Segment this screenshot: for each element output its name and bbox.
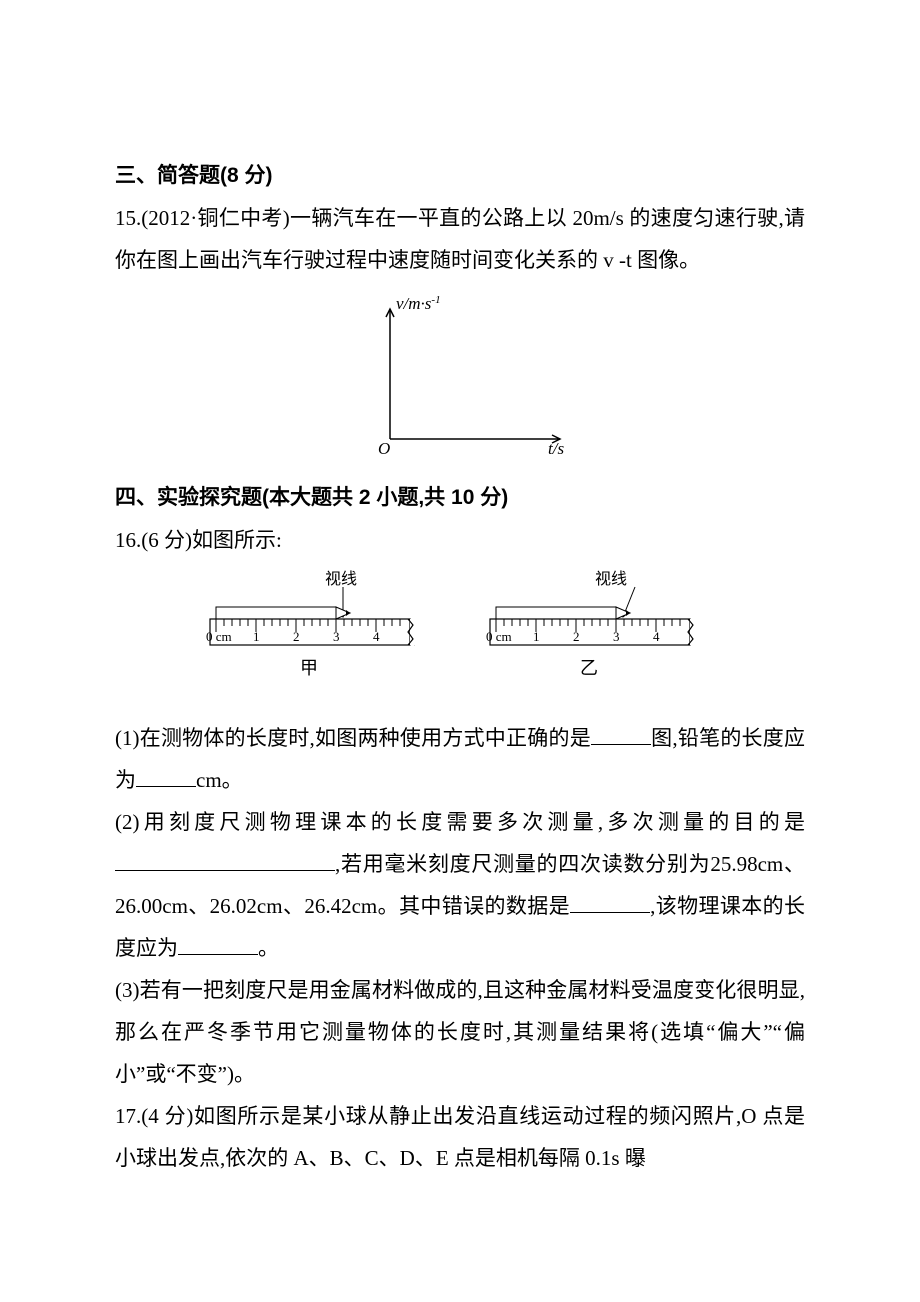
vt-ylabel-sup: -1 [431,294,440,306]
blank-5[interactable] [178,932,258,955]
ruler-figure: 视线 [115,569,805,713]
tick-r-0: 0 cm [486,629,512,644]
q16-p1-a: (1)在测物体的长度时,如图两种使用方式中正确的是 [115,726,591,750]
q16-p2-d: 。 [258,936,279,960]
sight-label-right: 视线 [595,570,627,588]
vt-ylabel: v/m·s [396,294,432,313]
tick-l-1: 1 [253,629,260,644]
tick-r-4: 4 [653,629,660,644]
q16-p1-c: cm。 [196,768,243,792]
caption-left: 甲 [300,658,318,678]
section-4-title: 四、实验探究题(本大题共 2 小题,共 10 分) [115,477,805,519]
sight-label-left: 视线 [325,570,357,588]
q16-p2: (2)用刻度尺测物理课本的长度需要多次测量,多次测量的目的是,若用毫米刻度尺测量… [115,801,805,969]
q16-p2-a: (2)用刻度尺测物理课本的长度需要多次测量,多次测量的目的是 [115,810,805,834]
tick-l-2: 2 [293,629,300,644]
vt-graph-svg: O v/m·s-1 t/s [330,289,590,459]
q16-p3: (3)若有一把刻度尺是用金属材料做成的,且这种金属材料受温度变化很明显,那么在严… [115,969,805,1095]
tick-l-4: 4 [373,629,380,644]
tick-r-2: 2 [573,629,580,644]
ruler-left: 视线 [206,570,418,678]
section-3-title: 三、简答题(8 分) [115,155,805,197]
q16-p1: (1)在测物体的长度时,如图两种使用方式中正确的是图,铅笔的长度应为cm。 [115,717,805,801]
vt-origin: O [378,439,390,458]
q17-text: 17.(4 分)如图所示是某小球从静止出发沿直线运动过程的频闪照片,O 点是小球… [115,1095,805,1179]
blank-3[interactable] [115,848,335,871]
blank-1[interactable] [591,722,651,745]
svg-text:v/m·s-1: v/m·s-1 [396,294,441,313]
ruler-right: 视线 0 c [486,570,698,678]
tick-l-3: 3 [333,629,340,644]
rulers-svg: 视线 [200,569,720,699]
caption-right: 乙 [580,658,598,678]
tick-r-1: 1 [533,629,540,644]
q15-text: 15.(2012·铜仁中考)一辆汽车在一平直的公路上以 20m/s 的速度匀速行… [115,197,805,281]
vt-graph-figure: O v/m·s-1 t/s [115,289,805,473]
blank-2[interactable] [136,764,196,787]
q16-lead: 16.(6 分)如图所示: [115,519,805,561]
vt-xlabel: t/s [548,439,564,458]
tick-l-0: 0 cm [206,629,232,644]
blank-4[interactable] [570,890,650,913]
tick-r-3: 3 [613,629,620,644]
